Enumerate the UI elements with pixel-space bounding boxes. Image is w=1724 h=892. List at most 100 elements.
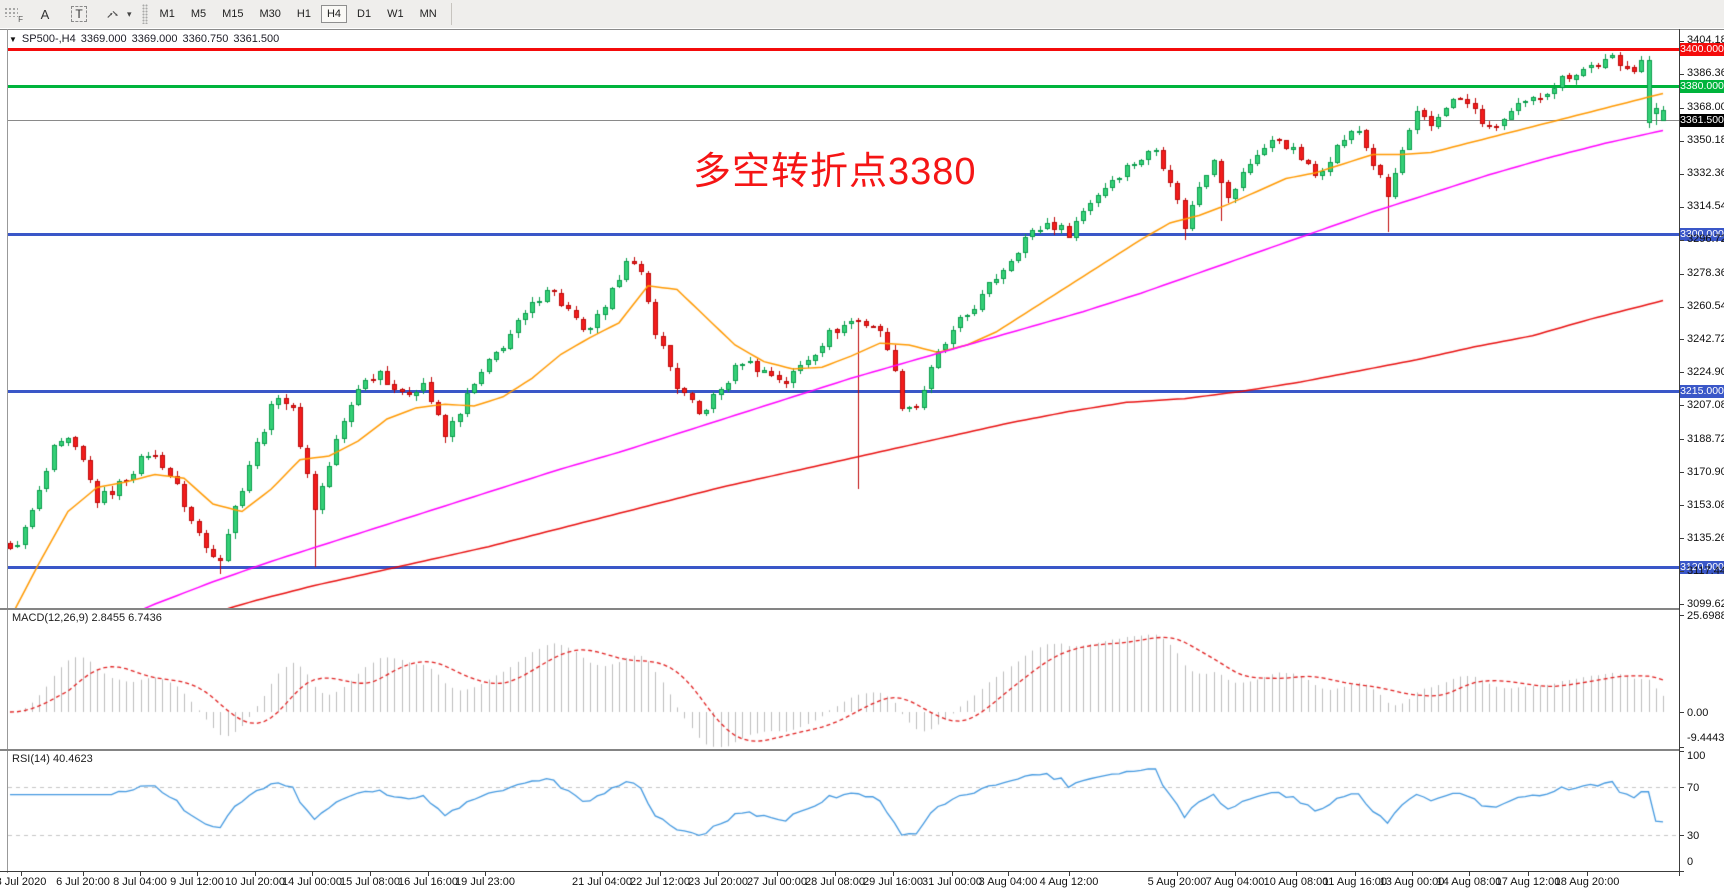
time-tick-mark: [1177, 872, 1178, 876]
timeframe-button-m15[interactable]: M15: [216, 5, 249, 23]
rsi-indicator-canvas[interactable]: [8, 751, 1679, 871]
price-tick-mark: [1679, 239, 1684, 241]
price-tick-mark: [1679, 538, 1684, 540]
timeframe-button-w1[interactable]: W1: [381, 5, 410, 23]
text-box-tool-button[interactable]: T: [66, 3, 92, 25]
price-tick-mark: [1679, 439, 1684, 441]
pane-separator[interactable]: [0, 749, 1680, 751]
time-axis-label: 10 Aug 08:00: [1263, 876, 1329, 888]
price-tick-mark: [1679, 273, 1684, 275]
time-tick-mark: [21, 872, 22, 876]
rsi-tick-mark: [1679, 786, 1684, 788]
arrows-icon: [107, 10, 118, 18]
price-tick-label: 3153.080: [1687, 498, 1724, 511]
time-axis-label: 5 Aug 20:00: [1147, 876, 1207, 888]
timeframe-button-m5[interactable]: M5: [185, 5, 212, 23]
open-value: 3369.000: [80, 33, 127, 45]
pane-separator[interactable]: [0, 608, 1680, 610]
time-axis-label: 22 Jul 12:00: [630, 876, 690, 888]
price-tick-mark: [1679, 339, 1684, 341]
timeframe-button-h1[interactable]: H1: [291, 5, 317, 23]
arrows-tool-button[interactable]: [100, 3, 126, 25]
price-axis-line[interactable]: [1679, 29, 1680, 876]
time-tick-mark: [1412, 872, 1413, 876]
timeframe-button-h4[interactable]: H4: [320, 5, 348, 23]
time-tick-mark: [83, 872, 84, 876]
time-tick-mark: [1355, 872, 1356, 876]
rsi-label: RSI(14) 40.4623: [12, 753, 93, 765]
toolbar-separator: [450, 3, 452, 25]
chart-text-annotation[interactable]: 多空转折点3380: [693, 151, 977, 193]
price-tick-mark: [1679, 372, 1684, 374]
time-tick-mark: [197, 872, 198, 876]
price-tick-mark: [1679, 505, 1684, 507]
timeframe-button-mn[interactable]: MN: [414, 5, 443, 23]
price-tick-label: 3386.360: [1687, 67, 1724, 80]
macd-tick-mark: [1679, 614, 1684, 616]
dotted-grid-icon: [4, 7, 18, 17]
time-tick-mark: [370, 872, 371, 876]
price-tick-label: 3350.180: [1687, 134, 1724, 147]
price-chart-canvas[interactable]: [8, 30, 1679, 608]
time-axis-label: 11 Aug 16:00: [1322, 876, 1388, 888]
text-box-icon: T: [71, 6, 87, 22]
time-tick-mark: [1469, 872, 1470, 876]
rsi-tick-label: 0: [1687, 856, 1694, 868]
toolbar-grip-icon[interactable]: F: [2, 5, 24, 24]
time-axis-label: 23 Jul 20:00: [688, 876, 748, 888]
time-axis-label: 13 Aug 00:00: [1379, 876, 1445, 888]
time-axis-label: 14 Jul 00:00: [282, 876, 342, 888]
time-tick-mark: [835, 872, 836, 876]
time-axis-label: 7 Aug 04:00: [1205, 876, 1265, 888]
time-tick-mark: [140, 872, 141, 876]
chart-border: [0, 29, 1724, 30]
price-tick-mark: [1679, 472, 1684, 474]
time-tick-mark: [312, 872, 313, 876]
price-level-badge: 3215.000: [1680, 384, 1724, 398]
time-axis-label: 19 Jul 23:00: [455, 876, 515, 888]
time-tick-mark: [1528, 872, 1529, 876]
dropdown-caret-icon[interactable]: ▾: [127, 8, 132, 19]
price-tick-label: 3314.540: [1687, 200, 1724, 213]
time-axis-label: 18 Aug 20:00: [1554, 876, 1620, 888]
price-level-badge: 3300.000: [1680, 227, 1724, 241]
timeframe-button-m1[interactable]: M1: [154, 5, 181, 23]
collapse-caret-icon[interactable]: ▼: [9, 34, 17, 44]
chart-border: [7, 29, 8, 873]
toolbar-separator: [141, 4, 148, 24]
time-axis-line[interactable]: [0, 871, 1680, 872]
time-axis-label: 27 Jul 00:00: [747, 876, 807, 888]
toolbar: F A T ▾ M1 M5 M15 M30 H1 H4 D1 W1 MN: [0, 0, 1724, 29]
timeframe-button-m30[interactable]: M30: [254, 5, 287, 23]
price-level-badge: 3400.000: [1680, 42, 1724, 56]
macd-tick-label: 0.00: [1687, 707, 1709, 719]
rsi-tick-mark: [1679, 834, 1684, 836]
price-tick-mark: [1679, 40, 1684, 42]
price-tick-label: 3117.440: [1687, 564, 1724, 577]
text-label-tool-button[interactable]: A: [32, 3, 58, 25]
rsi-tick-mark: [1679, 870, 1684, 872]
timeframe-bar: M1 M5 M15 M30 H1 H4 D1 W1 MN: [152, 0, 445, 28]
macd-indicator-canvas[interactable]: [8, 610, 1679, 749]
rsi-tick-label: 30: [1687, 830, 1700, 842]
chart-window: ▼ SP500-,H4 3369.000 3369.000 3360.750 33…: [0, 28, 1724, 892]
time-tick-mark: [893, 872, 894, 876]
timeframe-button-d1[interactable]: D1: [351, 5, 377, 23]
price-tick-mark: [1679, 173, 1684, 175]
time-axis-label: 29 Jul 16:00: [863, 876, 923, 888]
time-tick-mark: [1008, 872, 1009, 876]
time-axis-label: 15 Jul 08:00: [340, 876, 400, 888]
time-tick-mark: [1587, 872, 1588, 876]
time-axis-label: 3 Aug 04:00: [978, 876, 1038, 888]
time-axis-label: 17 Aug 12:00: [1495, 876, 1561, 888]
time-axis-label: 8 Jul 04:00: [113, 876, 167, 888]
price-tick-label: 3224.900: [1687, 365, 1724, 378]
price-tick-label: 3368.000: [1687, 101, 1724, 114]
close-value: 3361.500: [233, 33, 280, 45]
time-tick-mark: [255, 872, 256, 876]
price-tick-label: 3260.540: [1687, 300, 1724, 312]
macd-tick-label: -9.4443: [1687, 732, 1724, 744]
price-tick-mark: [1679, 604, 1684, 606]
price-tick-mark: [1679, 73, 1684, 75]
price-tick-mark: [1679, 571, 1684, 573]
